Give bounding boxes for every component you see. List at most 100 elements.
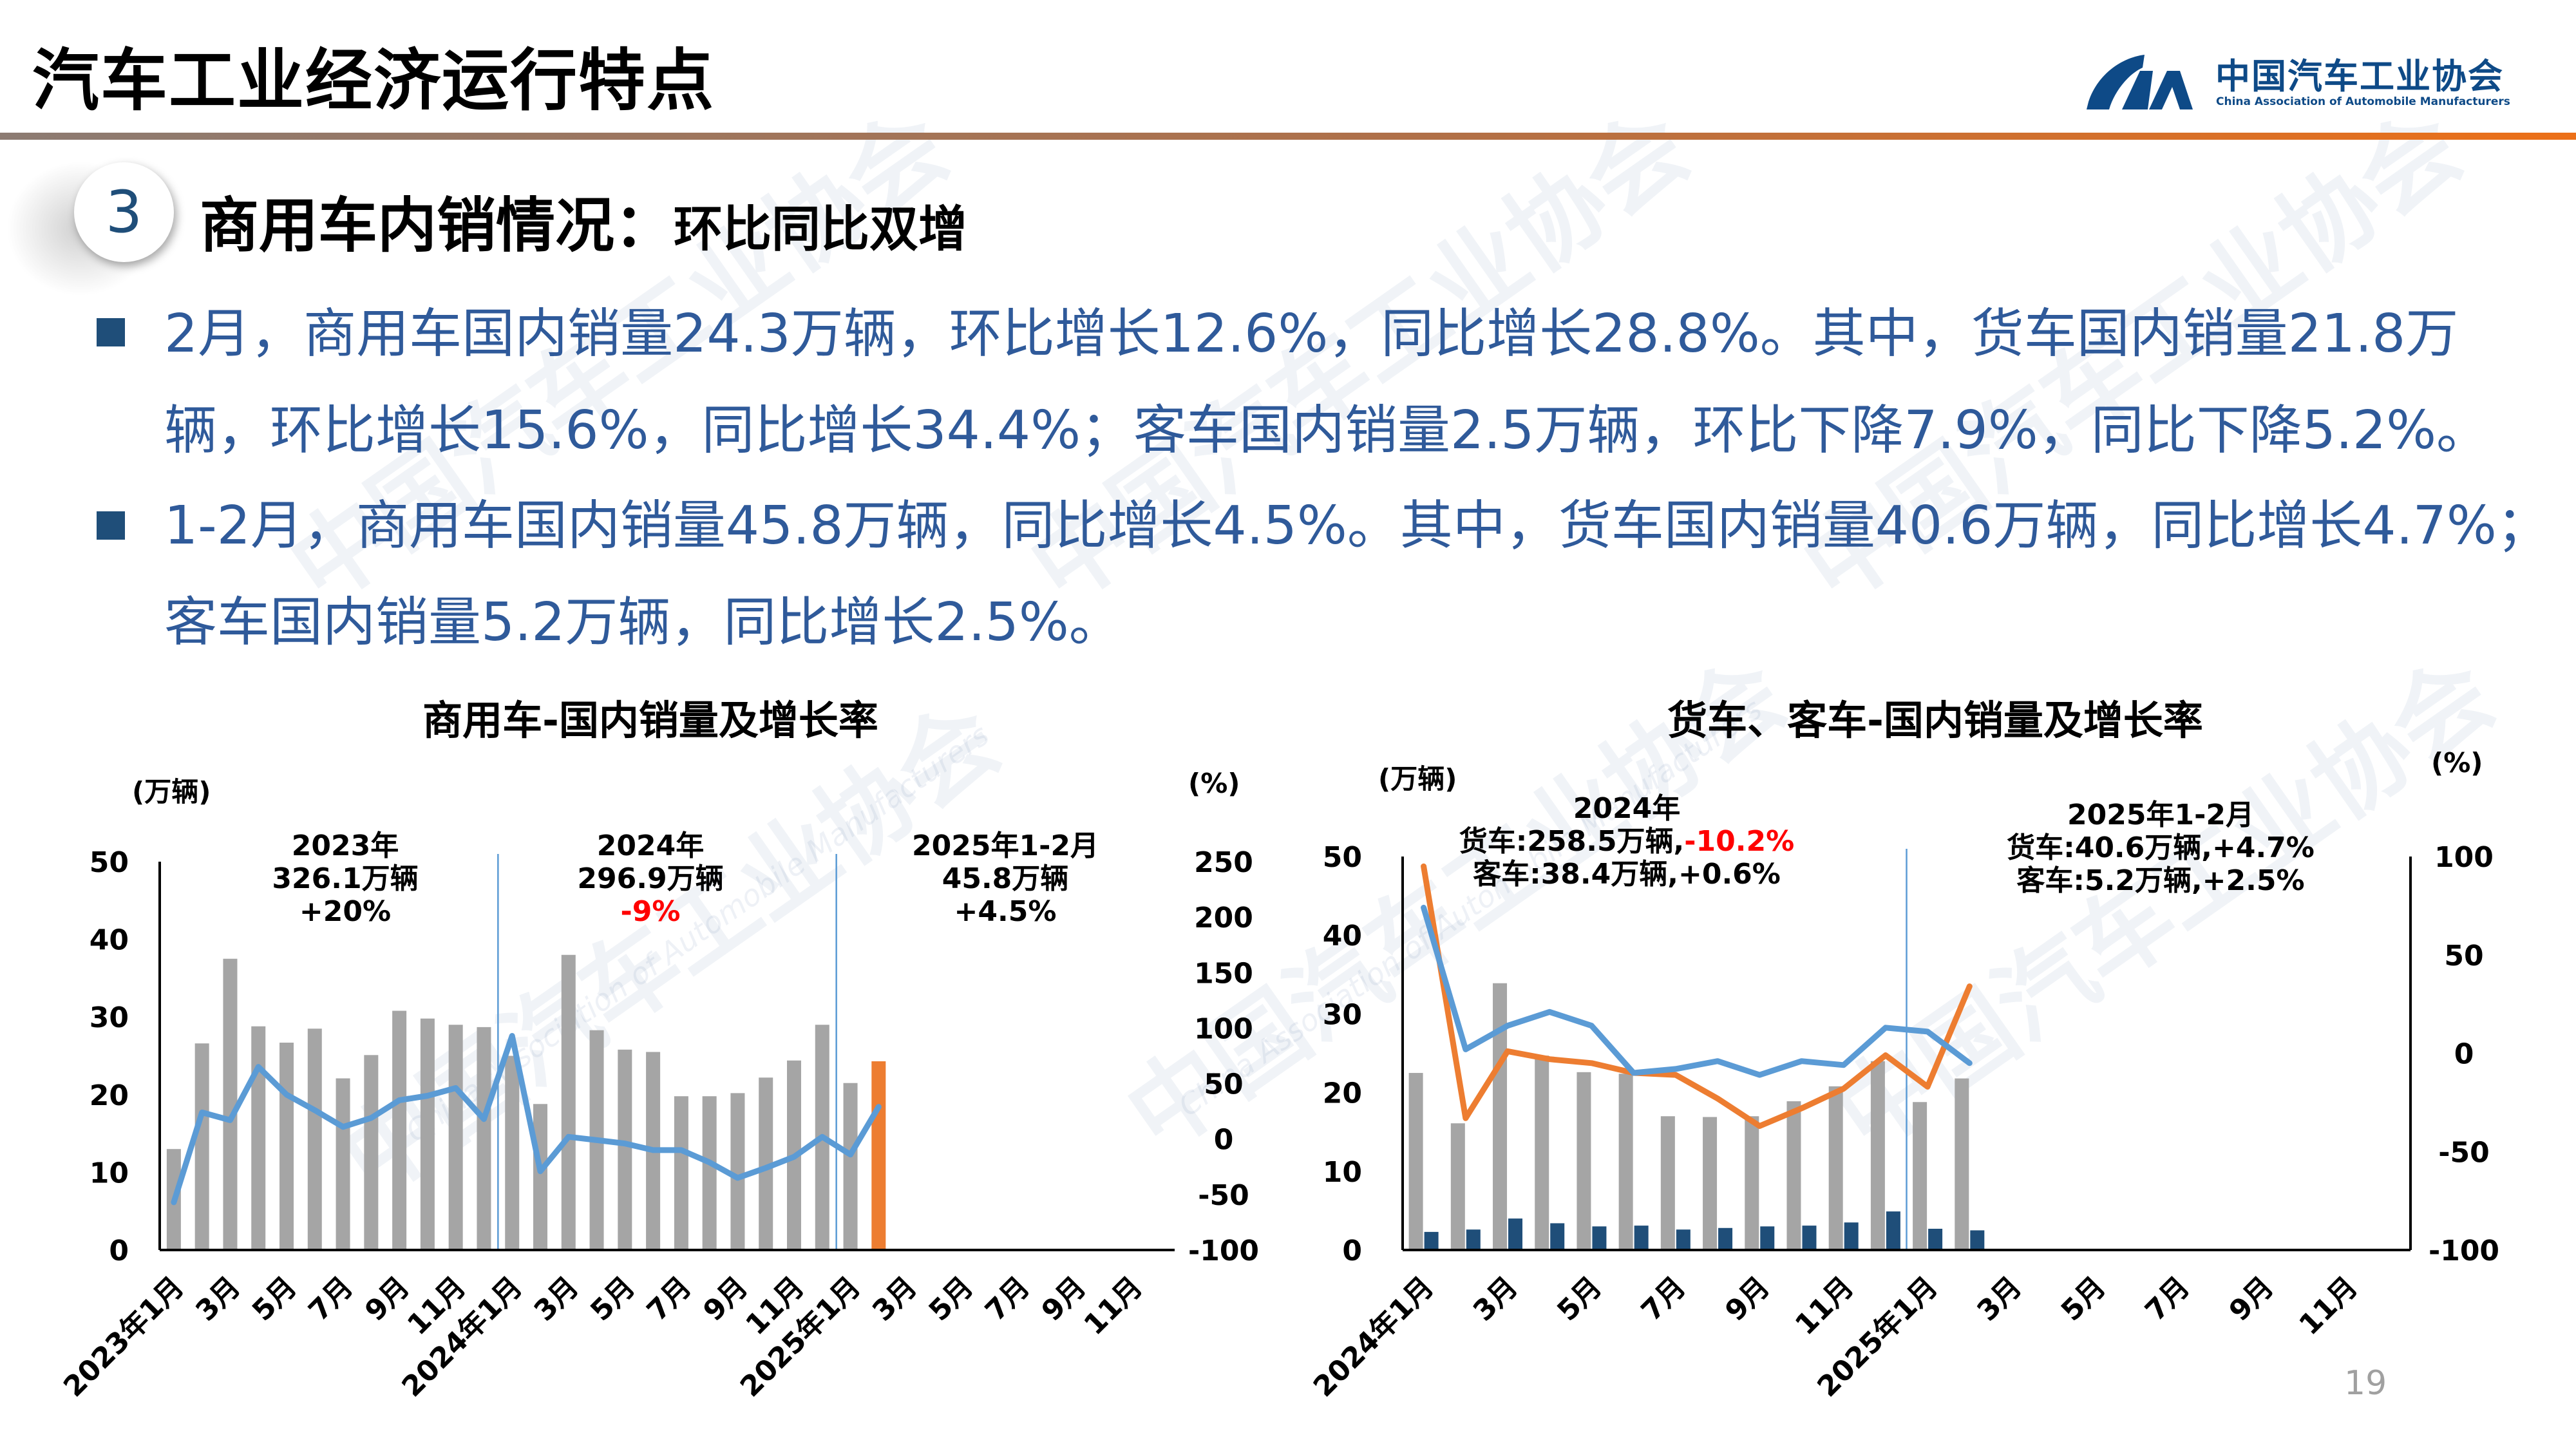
right-chart-x-tick-label: 5月	[2055, 1271, 2112, 1328]
right-chart-left-tick-label: 40	[1323, 920, 1362, 952]
right-chart-left-axis-unit: (万辆)	[1378, 763, 1457, 795]
right-chart-title: 货车、客车-国内销量及增长率	[1667, 697, 2203, 744]
left-chart-bar	[759, 1077, 773, 1250]
annotation-2024: 2024年 296.9万辆 -9%	[577, 829, 723, 928]
left-chart-x-tick-label: 7月	[641, 1271, 698, 1328]
right-chart-right-tick-label: 0	[2454, 1038, 2474, 1071]
annotation-line: +20%	[299, 895, 392, 928]
right-chart-left-tick-label: 0	[1342, 1235, 1362, 1267]
annotation-2024-truck-bus: 2024年 货车:258.5万辆,-10.2% 客车:38.4万辆,+0.6%	[1459, 792, 1794, 891]
left-chart-bar	[336, 1078, 350, 1250]
right-chart-right-tick-label: -50	[2438, 1136, 2490, 1169]
bullet-square-icon	[97, 511, 125, 540]
right-chart-bar	[1870, 1061, 1885, 1250]
left-chart-right-tick-label: 200	[1194, 902, 1253, 934]
left-chart-bar	[279, 1042, 294, 1250]
left-chart-bar	[561, 954, 576, 1250]
section-title-main: 商用车内销情况：	[200, 191, 674, 260]
left-chart-x-tick-label: 5月	[584, 1271, 641, 1328]
left-chart-left-tick-label: 40	[90, 924, 129, 957]
right-chart-bar	[1408, 1073, 1423, 1250]
right-chart-bar	[1618, 1074, 1633, 1250]
right-chart-x-tick-label: 5月	[1551, 1271, 1608, 1328]
left-chart-bar	[843, 1083, 858, 1250]
right-chart-left-tick-label: 20	[1323, 1077, 1362, 1110]
left-chart-left-tick-label: 10	[90, 1157, 129, 1189]
page-title: 汽车工业经济运行特点	[32, 41, 715, 120]
right-chart-x-tick-label: 11月	[2293, 1271, 2363, 1341]
left-chart-bar	[505, 1056, 520, 1250]
right-chart-x-tick-label: 3月	[1467, 1271, 1524, 1328]
left-chart-left-tick-label: 30	[90, 1001, 129, 1034]
right-chart-x-tick-label: 7月	[1635, 1271, 1692, 1328]
left-chart-left-tick-label: 0	[109, 1235, 129, 1267]
right-chart-bar	[1760, 1226, 1775, 1250]
right-chart-x-tick-label: 9月	[1719, 1271, 1776, 1328]
annotation-line: 2024年	[1573, 792, 1681, 825]
right-chart-bar	[1450, 1123, 1465, 1250]
annotation-text: 货车:258.5万辆,	[1459, 825, 1685, 858]
right-chart-bar	[1577, 1072, 1591, 1250]
left-chart-x-tick-label: 2023年1月	[57, 1271, 191, 1404]
right-chart-left-tick-label: 10	[1323, 1156, 1362, 1189]
right-chart-bar	[1634, 1226, 1649, 1250]
left-chart-x-tick-label: 3月	[866, 1271, 923, 1328]
annotation-line: 326.1万辆	[272, 862, 419, 895]
right-chart-left-tick-label: 30	[1323, 998, 1362, 1031]
logo-english-name: China Association of Automobile Manufact…	[2216, 95, 2510, 108]
left-chart-right-axis-unit: (%)	[1188, 768, 1240, 799]
left-chart-right-tick-label: 250	[1194, 846, 1253, 879]
right-chart-bar	[1718, 1227, 1733, 1250]
right-chart-growth-line	[1421, 863, 1973, 1129]
left-chart-x-tick-label: 11月	[1078, 1271, 1149, 1341]
annotation-line: 2023年	[291, 829, 399, 862]
right-chart-bar	[1535, 1056, 1549, 1250]
left-chart-right-tick-label: 150	[1194, 957, 1253, 990]
right-chart-bar	[1928, 1229, 1943, 1250]
bullet-1-line-1: 2月，商用车国内销量24.3万辆，环比增长12.6%，同比增长28.8%。其中，…	[164, 303, 2459, 365]
left-chart-bar	[674, 1096, 688, 1250]
bullet-2-line-1: 1-2月，商用车国内销量45.8万辆，同比增长4.5%。其中，货车国内销量40.…	[164, 495, 2550, 556]
left-chart-x-tick-label: 7月	[303, 1271, 360, 1328]
right-chart-bar	[1676, 1229, 1690, 1250]
right-chart-bar	[1424, 1231, 1439, 1250]
right-chart-bar	[1970, 1230, 1985, 1250]
annotation-2023: 2023年 326.1万辆 +20%	[272, 829, 418, 928]
section-title-sub: 环比同比双增	[674, 200, 968, 258]
left-chart-x-tick-label: 3月	[189, 1271, 247, 1328]
right-chart-bar	[1592, 1226, 1607, 1250]
bullet-1-line-2: 辆，环比增长15.6%，同比增长34.4%；客车国内销量2.5万辆，环比下降7.…	[164, 400, 2490, 461]
right-chart-bar	[1886, 1211, 1900, 1250]
annotation-2025: 2025年1-2月 45.8万辆 +4.5%	[912, 829, 1099, 928]
caam-logo-mark	[2087, 55, 2193, 109]
header-divider	[0, 133, 2576, 140]
left-chart-bar	[477, 1027, 491, 1250]
right-chart-x-tick-label: 3月	[1971, 1271, 2028, 1328]
right-chart-x-tick-label: 7月	[2139, 1271, 2196, 1328]
right-chart-bar	[1745, 1116, 1759, 1250]
logo-chinese-name: 中国汽车工业协会	[2215, 56, 2504, 97]
annotation-line: +4.5%	[954, 895, 1057, 928]
right-chart-right-tick-label: 50	[2444, 940, 2483, 972]
annotation-2025-truck-bus: 2025年1-2月 货车:40.6万辆,+4.7% 客车:5.2万辆,+2.5%	[2007, 799, 2315, 897]
page-number: 19	[2344, 1364, 2387, 1403]
left-chart-right-tick-label: -100	[1188, 1235, 1259, 1267]
left-chart-right-tick-label: 100	[1194, 1012, 1253, 1045]
annotation-line: 2024年	[596, 829, 705, 862]
section-number-badge: 3	[74, 162, 174, 262]
annotation-line: 45.8万辆	[942, 862, 1069, 895]
annotation-line: -9%	[620, 895, 681, 928]
annotation-line: 2025年1-2月	[912, 829, 1099, 862]
left-chart-right-tick-label: 50	[1204, 1068, 1243, 1101]
left-chart-right-tick-label: 0	[1214, 1124, 1234, 1157]
caam-logo: 中国汽车工业协会 China Association of Automobile…	[2083, 52, 2510, 122]
right-chart-right-axis-unit: (%)	[2431, 747, 2483, 779]
left-chart-left-tick-label: 50	[90, 846, 129, 879]
annotation-line: 货车:40.6万辆,+4.7%	[2007, 831, 2315, 864]
right-chart-bar	[1508, 1218, 1523, 1250]
left-chart-left-axis-unit: (万辆)	[132, 776, 211, 808]
right-chart-right-tick-label: 100	[2434, 841, 2494, 874]
right-chart-bar	[1550, 1223, 1565, 1250]
right-chart-bar	[1660, 1116, 1675, 1250]
